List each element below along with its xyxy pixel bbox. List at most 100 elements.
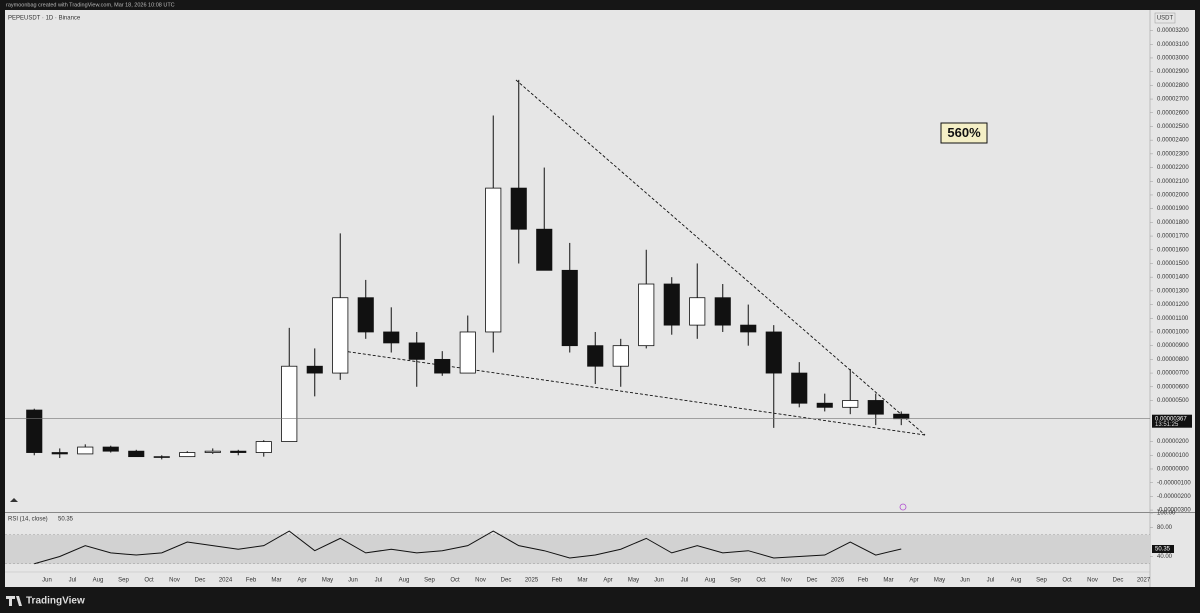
currency-box xyxy=(1154,12,1176,24)
last-price-tag xyxy=(1152,414,1192,428)
y-tick-label: 0.00003200 xyxy=(1157,28,1189,34)
x-tick-label: Oct xyxy=(1062,578,1072,584)
rsi-tick-label: 80.00 xyxy=(1157,525,1173,531)
y-tick-label: 0.00002700 xyxy=(1157,97,1189,103)
tv-icon xyxy=(10,498,18,502)
x-tick-label: Dec xyxy=(501,578,512,584)
x-tick-label: Oct xyxy=(144,578,154,584)
event-icon xyxy=(899,503,907,511)
candle-body xyxy=(434,358,451,374)
x-tick-label: 2026 xyxy=(831,578,845,584)
x-tick-label: Aug xyxy=(399,578,410,584)
candle-body xyxy=(459,331,476,374)
x-tick-label: Nov xyxy=(169,578,180,584)
candle-body xyxy=(638,283,655,347)
candle-body xyxy=(740,324,757,333)
candle-body xyxy=(281,365,298,442)
x-tick-label: Feb xyxy=(858,578,869,584)
x-tick-label: Sep xyxy=(1036,578,1047,584)
x-tick-label: May xyxy=(934,578,945,584)
x-tick-label: Jul xyxy=(69,578,77,584)
x-tick-label: Feb xyxy=(246,578,257,584)
y-tick-label: 0.00002600 xyxy=(1157,110,1189,116)
countdown: 13:51:25 xyxy=(1155,422,1179,428)
currency: USDT xyxy=(1157,16,1174,22)
x-tick-label: May xyxy=(322,578,333,584)
x-tick-label: Jul xyxy=(681,578,689,584)
x-tick-label: Aug xyxy=(1011,578,1022,584)
candle-body xyxy=(842,400,859,408)
credit: raymoonbag created with TradingView.com,… xyxy=(6,2,175,8)
candle-body xyxy=(408,342,425,360)
y-tick-label: 0.00001100 xyxy=(1157,316,1189,322)
rsi-tick-label: 100.00 xyxy=(1157,511,1176,517)
candle-body xyxy=(561,269,578,347)
y-tick-label: 0.00001700 xyxy=(1157,234,1189,240)
candle-body xyxy=(179,452,196,458)
x-tick-label: Jun xyxy=(42,578,52,584)
y-tick-label: 0.00002100 xyxy=(1157,179,1189,185)
candle-body xyxy=(204,450,221,453)
x-tick-label: 2024 xyxy=(219,578,233,584)
candle-body xyxy=(77,446,94,455)
annotation-box xyxy=(940,122,988,144)
candle-body xyxy=(306,365,323,374)
x-tick-label: 2027 xyxy=(1137,578,1151,584)
x-tick-label: Oct xyxy=(450,578,460,584)
x-tick-label: Sep xyxy=(424,578,435,584)
x-tick-label: 2025 xyxy=(525,578,539,584)
x-tick-label: Mar xyxy=(577,578,587,584)
x-tick-label: Jun xyxy=(960,578,970,584)
y-tick-label: 0.00001600 xyxy=(1157,247,1189,253)
x-tick-label: Oct xyxy=(756,578,766,584)
brand: TradingView xyxy=(26,596,85,607)
rsi-tag-label: 50.35 xyxy=(1155,547,1171,553)
candle-body xyxy=(255,441,272,453)
rsi-tag xyxy=(1152,544,1174,553)
x-tick-label: Mar xyxy=(271,578,281,584)
x-tick-label: Dec xyxy=(1113,578,1124,584)
upper-trendline xyxy=(515,79,926,436)
x-tick-label: Sep xyxy=(118,578,129,584)
candle-body xyxy=(153,456,170,458)
y-tick-label: 0.00000800 xyxy=(1157,357,1189,363)
x-tick-label: Nov xyxy=(781,578,792,584)
rsi-tick-label: 40.00 xyxy=(1157,554,1173,560)
y-tick-label: 0.00002800 xyxy=(1157,83,1189,89)
annotation: 560% xyxy=(947,125,981,140)
x-tick-label: May xyxy=(628,578,639,584)
y-tick-label: 0.00000500 xyxy=(1157,398,1189,404)
candle-body xyxy=(51,452,68,455)
candle-body xyxy=(765,331,782,374)
rsi-value: 50.35 xyxy=(58,517,74,523)
y-tick-label: 0.00001800 xyxy=(1157,220,1189,226)
candle-body xyxy=(26,409,43,453)
y-tick-label: 0.00003100 xyxy=(1157,42,1189,48)
x-tick-label: Sep xyxy=(730,578,741,584)
candle-body xyxy=(791,372,808,404)
y-tick-label: 0.00000200 xyxy=(1157,439,1189,445)
y-tick-label: 0.00000000 xyxy=(1157,467,1189,473)
x-tick-label: Apr xyxy=(297,578,306,584)
candle-body xyxy=(485,187,502,333)
candle-body xyxy=(867,400,884,415)
candle-body xyxy=(689,297,706,326)
lower-trendline xyxy=(342,350,926,436)
y-tick-label: 0.00002400 xyxy=(1157,138,1189,144)
candle-body xyxy=(663,283,680,326)
chart-background xyxy=(5,10,1195,587)
x-tick-label: Jul xyxy=(375,578,383,584)
y-tick-label: -0.00000300 xyxy=(1157,508,1191,514)
x-tick-label: Aug xyxy=(705,578,716,584)
y-tick-label: 0.00001300 xyxy=(1157,288,1189,294)
x-tick-label: Nov xyxy=(475,578,486,584)
candle-body xyxy=(587,345,604,367)
y-tick-label: 0.00000600 xyxy=(1157,384,1189,390)
candle-body xyxy=(510,187,527,230)
x-tick-label: Aug xyxy=(93,578,104,584)
candle-body xyxy=(102,446,119,452)
candle-body xyxy=(332,297,349,374)
x-tick-label: Jun xyxy=(654,578,664,584)
rsi-line xyxy=(34,530,902,565)
x-tick-label: Jul xyxy=(987,578,995,584)
